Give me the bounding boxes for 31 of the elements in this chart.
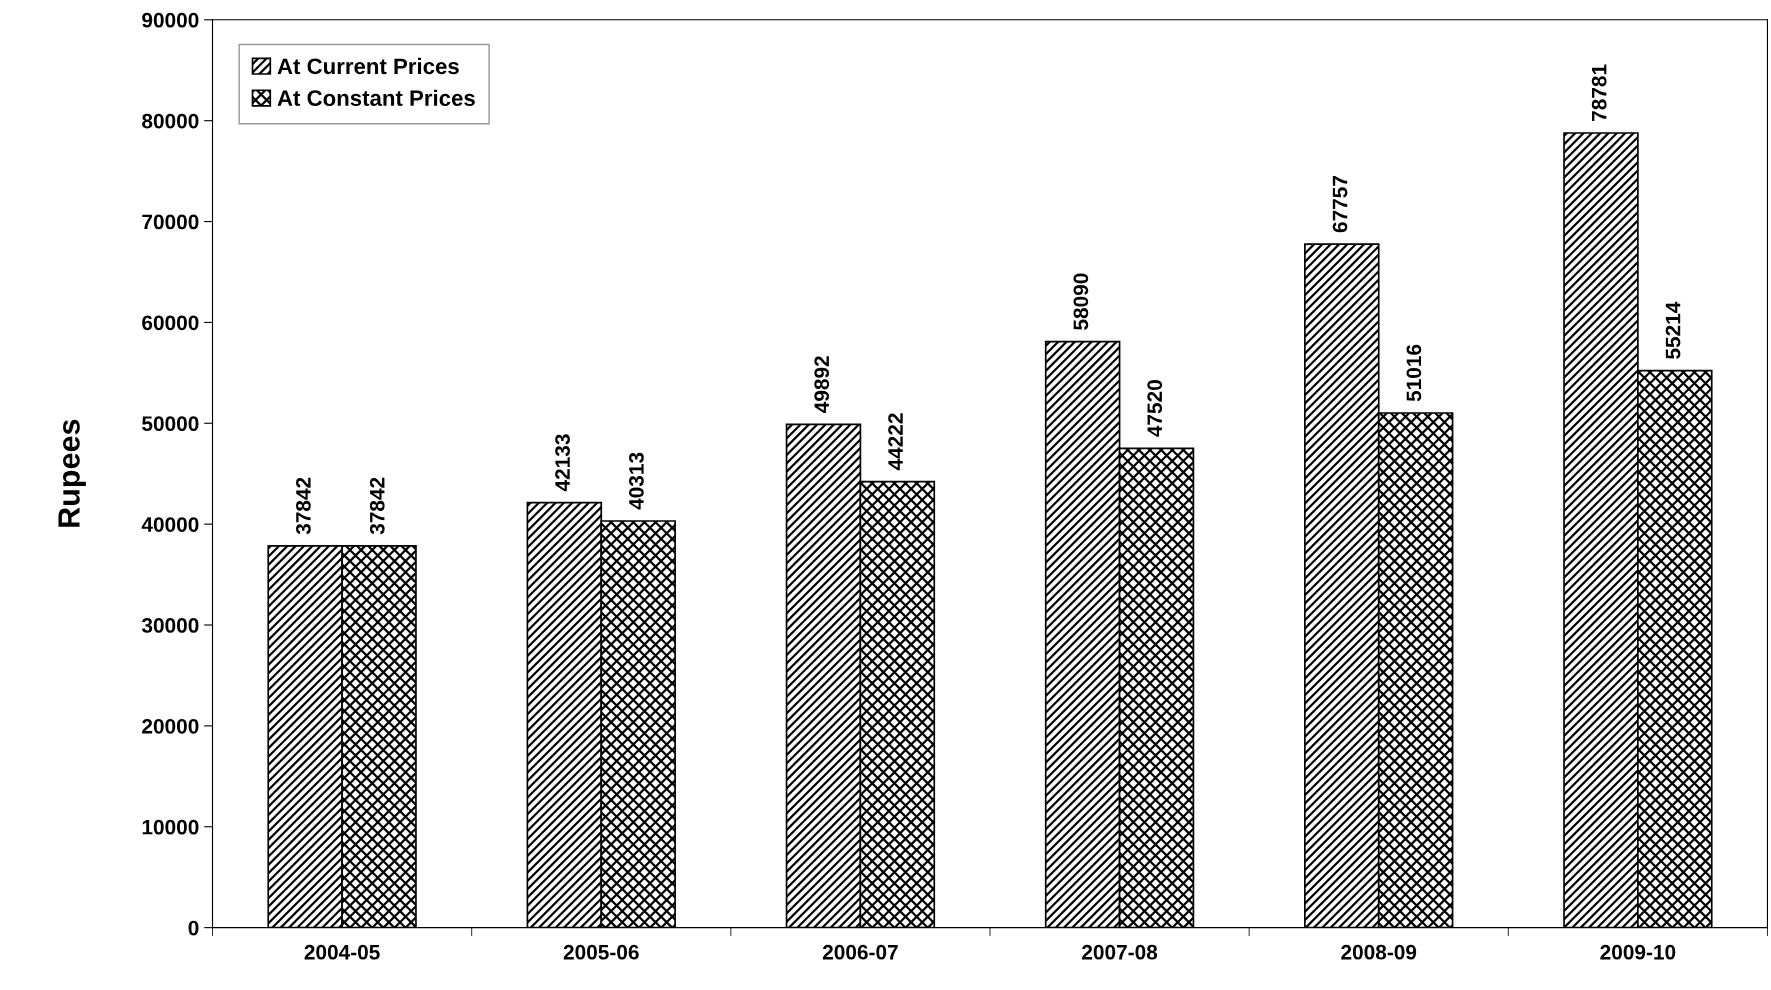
x-tick-label: 2006-07	[822, 944, 898, 960]
data-label: 44222	[888, 413, 903, 471]
y-tick-label: 70000	[142, 214, 199, 230]
data-label: 55214	[1665, 301, 1681, 359]
x-tick-label: 2009-10	[1600, 944, 1676, 960]
data-label: 58090	[1073, 273, 1089, 330]
data-label: 37842	[369, 477, 385, 535]
data-label: 40313	[629, 452, 644, 510]
data-label: 49892	[814, 356, 830, 413]
y-axis-title: Rupees	[58, 419, 86, 527]
y-tick-label: 50000	[142, 416, 199, 432]
data-label: 42133	[555, 434, 570, 492]
y-tick-label: 0	[188, 920, 199, 936]
data-label: 78781	[1591, 64, 1607, 121]
y-tick-label: 20000	[142, 718, 199, 734]
x-tick-label: 2008-09	[1341, 944, 1417, 960]
data-label: 47520	[1147, 380, 1163, 437]
y-tick-label: 40000	[141, 517, 199, 532]
y-tick-label: 30000	[141, 618, 199, 633]
x-tick-label: 2004-05	[304, 944, 380, 960]
x-tick-label: 2007-08	[1082, 944, 1158, 960]
legend-label: At Constant Prices	[277, 89, 475, 107]
y-tick-label: 10000	[142, 819, 199, 835]
data-label: 51016	[1406, 344, 1422, 402]
x-tick-label: 2005-06	[563, 944, 639, 960]
data-label: 37842	[296, 477, 311, 535]
y-tick-label: 90000	[142, 12, 199, 28]
legend-label: At Current Prices	[277, 57, 459, 75]
y-tick-label: 80000	[142, 113, 199, 129]
data-label: 67757	[1332, 176, 1348, 233]
y-tick-label: 60000	[142, 315, 199, 331]
